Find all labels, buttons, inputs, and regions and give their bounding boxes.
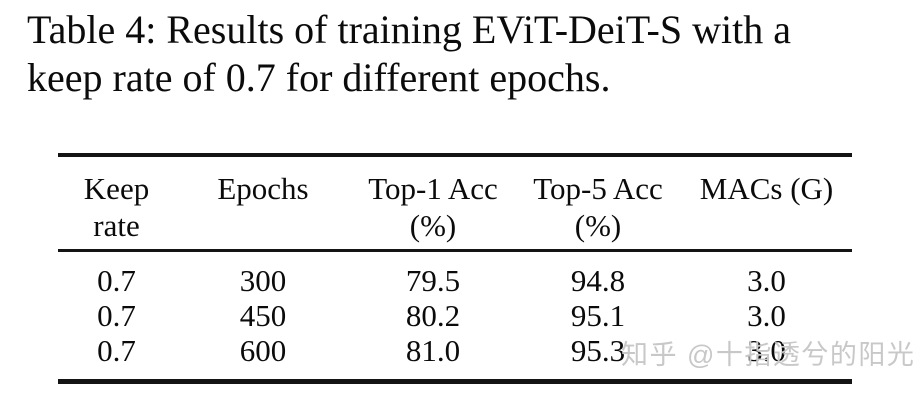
cell-top1-acc: 80.2	[405, 298, 461, 333]
cell-top5-acc: 95.1	[570, 298, 626, 333]
cell-keep-rate: 0.7	[97, 298, 136, 333]
column-header-top5-acc: Top-5 Acc (%)	[515, 170, 681, 244]
zhihu-watermark: 知乎 @十指透兮的阳光	[621, 340, 916, 370]
results-table: Keep rate Epochs Top-1 Acc (%) Top-5 Acc…	[58, 153, 852, 384]
cell-epochs: 450	[239, 298, 287, 333]
caption-line-1: Table 4: Results of training EViT-DeiT-S…	[27, 7, 791, 52]
cell-epochs: 300	[239, 263, 287, 298]
header-line: MACs (G)	[699, 171, 834, 206]
table-mid-rule	[58, 249, 852, 252]
table-row: 0.7 300 79.5 94.8 3.0	[58, 263, 852, 298]
cell-epochs: 600	[239, 333, 287, 368]
table-body: 0.7 300 79.5 94.8 3.0 0.7 450 80.2 95.1 …	[58, 252, 852, 379]
cell-macs: 3.0	[747, 263, 786, 298]
header-line: (%)	[409, 208, 457, 243]
table-row: 0.7 450 80.2 95.1 3.0	[58, 298, 852, 333]
column-header-keep-rate: Keep rate	[58, 170, 175, 244]
column-header-macs: MACs (G)	[681, 170, 852, 244]
cell-top5-acc: 95.3	[570, 333, 626, 368]
caption-line-2: keep rate of 0.7 for different epochs.	[27, 55, 611, 100]
header-line: Top-5 Acc	[533, 171, 663, 206]
cell-macs: 3.0	[747, 333, 786, 368]
cell-top1-acc: 79.5	[405, 263, 461, 298]
column-header-epochs: Epochs	[175, 170, 351, 244]
table-bottom-rule	[58, 379, 852, 384]
header-line: (%)	[574, 208, 622, 243]
column-header-top1-acc: Top-1 Acc (%)	[351, 170, 515, 244]
cell-keep-rate: 0.7	[97, 333, 136, 368]
table-caption: Table 4: Results of training EViT-DeiT-S…	[27, 6, 907, 102]
header-line: Keep	[83, 171, 150, 206]
header-line: Top-1 Acc	[368, 171, 498, 206]
cell-keep-rate: 0.7	[97, 263, 136, 298]
table-row: 0.7 600 81.0 95.3 3.0	[58, 333, 852, 368]
cell-top1-acc: 81.0	[405, 333, 461, 368]
header-line: rate	[93, 208, 140, 243]
header-line: Epochs	[217, 171, 309, 206]
table-top-rule	[58, 153, 852, 157]
cell-top5-acc: 94.8	[570, 263, 626, 298]
cell-macs: 3.0	[747, 298, 786, 333]
table-header-row: Keep rate Epochs Top-1 Acc (%) Top-5 Acc…	[58, 157, 852, 249]
